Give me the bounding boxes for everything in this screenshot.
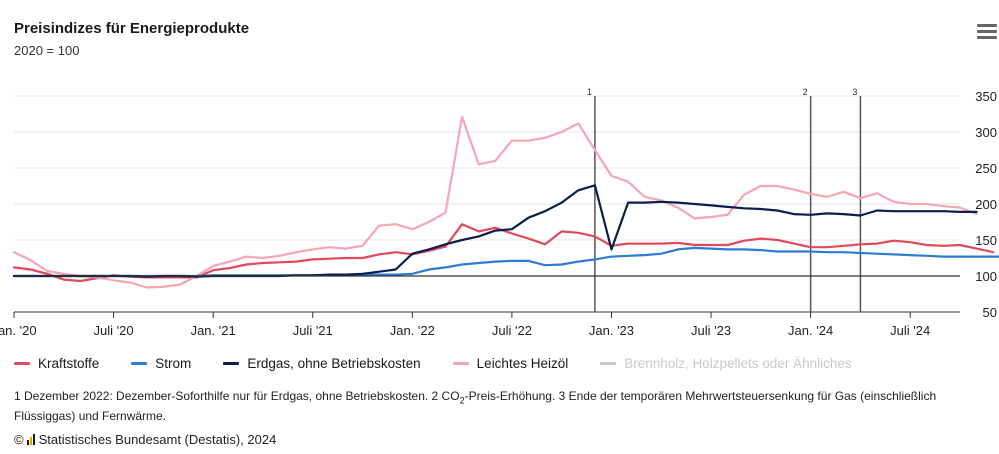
legend-label: Leichtes Heizöl (476, 356, 569, 371)
legend-label: Strom (155, 356, 192, 371)
legend-item[interactable]: Erdgas, ohne Betriebskosten (223, 356, 421, 371)
x-tick-label: Juli '20 (94, 323, 134, 335)
hamburger-menu-icon[interactable] (977, 24, 997, 40)
event-marker-label: 1 (587, 87, 592, 97)
event-marker-label: 2 (803, 87, 808, 97)
x-tick-label: Juli '23 (691, 323, 731, 335)
legend-item[interactable]: Leichtes Heizöl (452, 356, 569, 371)
chart-title: Preisindizes für Energieprodukte (14, 20, 250, 37)
legend-label: Erdgas, ohne Betriebskosten (247, 356, 421, 371)
source-line: © Statistisches Bundesamt (Destatis), 20… (14, 432, 276, 447)
legend-item[interactable]: Kraftstoffe (14, 356, 99, 371)
legend-label: Kraftstoffe (38, 356, 100, 371)
copyright-symbol: © (14, 432, 24, 447)
footnote-subscript: 2 (459, 395, 465, 406)
y-tick-label: 250 (975, 161, 997, 176)
legend-swatch (223, 362, 240, 365)
footnote-text-1: 1 Dezember 2022: Dezember-Soforthilfe nu… (14, 389, 460, 403)
y-tick-label: 200 (975, 197, 997, 212)
x-tick-label: Jan. '21 (191, 323, 236, 335)
event-marker-label: 3 (852, 87, 857, 97)
y-tick-label: 300 (975, 125, 997, 140)
x-tick-label: Juli '21 (293, 323, 333, 335)
footnote-text-2: -Preis-Erhöhung. 3 Ende der temporären M… (14, 389, 937, 424)
destatis-logo-icon (26, 434, 35, 445)
footnotes: 1 Dezember 2022: Dezember-Soforthilfe nu… (14, 388, 964, 424)
legend-item[interactable]: Strom (131, 356, 191, 371)
y-tick-label: 100 (975, 269, 997, 284)
x-tick-label: Jan. '20 (0, 323, 37, 335)
series-line (12, 115, 978, 289)
legend-swatch (452, 362, 469, 365)
y-tick-label: 50 (983, 305, 997, 320)
x-tick-label: Juli '24 (890, 323, 930, 335)
series-line (12, 246, 999, 278)
legend-swatch (14, 362, 30, 365)
legend-swatch (131, 362, 148, 365)
x-tick-label: Jan. '22 (390, 323, 435, 335)
series-line (12, 184, 978, 278)
y-tick-label: 350 (975, 89, 997, 104)
x-tick-label: Jan. '24 (788, 323, 833, 335)
chart-legend: Kraftstoffe Strom Erdgas, ohne Betriebskos… (14, 356, 884, 371)
x-tick-label: Juli '22 (492, 323, 532, 335)
legend-swatch (600, 362, 617, 365)
chart-subtitle: 2020 = 100 (14, 43, 80, 58)
line-chart: 50 100 150 200 250 300 350 Jan. '20 Juli '20 Jan.… (0, 87, 999, 335)
legend-item[interactable]: Brennholz, Holzpellets oder Ähnliches (600, 356, 852, 371)
legend-label: Brennholz, Holzpellets oder Ähnliches (624, 356, 852, 371)
source-text: Statistisches Bundesamt (Destatis), 2024 (38, 432, 277, 447)
x-tick-label: Jan. '23 (589, 323, 634, 335)
y-tick-label: 150 (975, 233, 997, 248)
